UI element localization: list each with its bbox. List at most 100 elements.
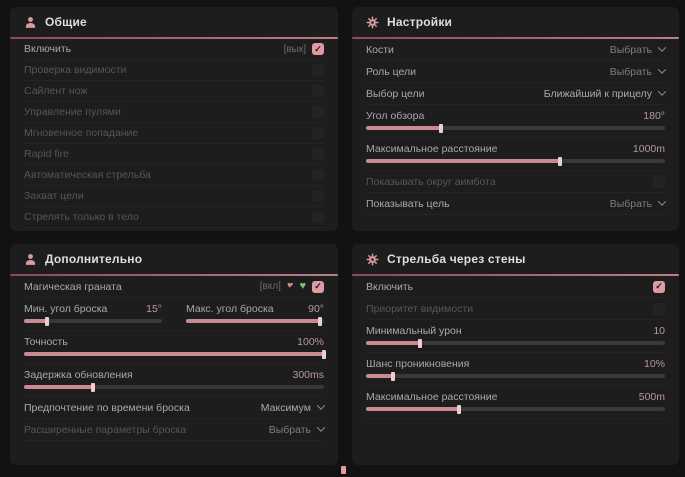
row-instant-hit: Мгновенное попадание — [24, 123, 324, 144]
pink-heart-icon[interactable]: ♥ — [286, 280, 294, 292]
penetration-chance-value: 10% — [643, 358, 665, 370]
row-visibility-priority: Приоритет видимости — [366, 298, 665, 320]
accuracy-slider[interactable] — [24, 349, 326, 359]
header-divider — [352, 37, 679, 39]
row-bullet-control: Управление пулями — [24, 102, 324, 123]
slider-knob[interactable] — [317, 316, 322, 326]
row-wall-max-distance: Максимальное расстояние 500m — [366, 386, 665, 419]
panel-settings-header: Настройки — [366, 7, 665, 37]
panel-wallshoot: Стрельба через стены Включить ✓ Приорите… — [352, 244, 679, 465]
wall-enable-checkbox[interactable]: ✓ — [653, 280, 665, 293]
hotkey-label: [вык] — [283, 43, 306, 55]
rapid-fire-checkbox[interactable] — [312, 148, 324, 160]
gear-icon — [366, 253, 379, 266]
person-icon — [24, 253, 37, 266]
row-target-lock: Захват цели — [24, 186, 324, 207]
max-angle-value: 90° — [308, 303, 324, 315]
chevron-down-icon — [316, 422, 326, 432]
row-fov: Угол обзора 180° — [366, 105, 665, 138]
fov-slider[interactable] — [366, 123, 665, 133]
fov-value: 180° — [643, 110, 665, 122]
check-icon: ✓ — [655, 281, 663, 291]
body-only-checkbox[interactable] — [312, 211, 324, 223]
panel-title: Общие — [45, 15, 87, 29]
max-distance-slider[interactable] — [366, 156, 665, 166]
panel-general: Общие Включить [вык] ✓ Проверка видимост… — [10, 7, 338, 231]
min-throw-angle: Мин. угол броска 15° — [24, 298, 162, 330]
header-divider — [10, 37, 338, 39]
check-icon: ✓ — [314, 281, 322, 291]
row-bones: Кости Выбрать — [366, 39, 667, 61]
slider-knob[interactable] — [417, 338, 422, 348]
hotkey-label: [вкл] — [259, 281, 281, 292]
chevron-down-icon — [657, 196, 667, 206]
row-min-damage: Минимальный урон 10 — [366, 320, 665, 353]
advanced-throw-params-dropdown[interactable]: Выбрать — [269, 422, 326, 436]
row-visibility-check: Проверка видимости — [24, 60, 324, 81]
row-show-aimbot-circle: Показывать округ аимбота — [366, 171, 665, 193]
check-icon: ✓ — [314, 43, 322, 54]
visibility-check-checkbox[interactable] — [312, 64, 324, 76]
row-silent-knife: Сайлент нож — [24, 81, 324, 102]
slider-knob[interactable] — [390, 371, 395, 381]
min-damage-value: 10 — [653, 325, 665, 337]
enable-checkbox[interactable]: ✓ — [312, 43, 324, 55]
silent-knife-checkbox[interactable] — [312, 85, 324, 97]
panel-additional-header: Дополнительно — [24, 244, 324, 274]
row-throw-angles: Мин. угол броска 15° Макс. угол броска 9… — [24, 298, 324, 331]
penetration-chance-slider[interactable] — [366, 371, 665, 381]
accuracy-value: 100% — [297, 336, 324, 348]
target-lock-checkbox[interactable] — [312, 190, 324, 202]
panel-settings: Настройки Кости Выбрать Роль цели Выбрат… — [352, 7, 679, 231]
show-target-dropdown[interactable]: Выбрать — [610, 196, 667, 210]
row-auto-fire: Автоматическая стрельба — [24, 165, 324, 186]
slider-knob[interactable] — [438, 123, 443, 133]
person-icon — [24, 16, 37, 29]
slider-knob[interactable] — [456, 404, 461, 414]
header-divider — [352, 274, 679, 276]
green-heart-icon[interactable]: ♥ — [299, 280, 306, 292]
row-rapid-fire: Rapid fire — [24, 144, 324, 165]
update-delay-slider[interactable] — [24, 382, 324, 392]
row-enable: Включить [вык] ✓ — [24, 39, 324, 60]
target-role-dropdown[interactable]: Выбрать — [610, 64, 667, 78]
row-target-role: Роль цели Выбрать — [366, 61, 667, 83]
slider-knob[interactable] — [558, 156, 563, 166]
bones-dropdown[interactable]: Выбрать — [610, 42, 667, 56]
target-select-dropdown[interactable]: Ближайший к прицелу — [544, 86, 667, 100]
max-throw-angle: Макс. угол броска 90° — [186, 298, 324, 330]
row-magic-grenade: Магическая граната [вкл] ♥ ♥ ✓ — [24, 276, 324, 298]
wall-max-distance-value: 500m — [638, 391, 665, 403]
panel-wallshoot-header: Стрельба через стены — [366, 244, 665, 274]
min-damage-slider[interactable] — [366, 338, 665, 348]
max-distance-value: 1000m — [632, 143, 665, 155]
auto-fire-checkbox[interactable] — [312, 169, 324, 181]
slider-knob[interactable] — [91, 382, 95, 392]
chevron-down-icon — [657, 42, 667, 52]
max-angle-slider[interactable] — [186, 316, 324, 326]
slider-knob[interactable] — [322, 349, 326, 359]
row-update-delay: Задержка обновления 300ms — [24, 364, 324, 397]
min-angle-slider[interactable] — [24, 316, 162, 326]
panel-general-header: Общие — [24, 7, 324, 37]
show-aimbot-circle-checkbox[interactable] — [653, 175, 665, 188]
slider-knob[interactable] — [45, 316, 50, 326]
update-delay-value: 300ms — [292, 369, 324, 381]
pink-marker — [341, 466, 346, 474]
panel-title: Дополнительно — [45, 252, 143, 266]
wall-max-distance-slider[interactable] — [366, 404, 665, 414]
gear-icon — [366, 16, 379, 29]
row-target-select: Выбор цели Ближайший к прицелу — [366, 83, 667, 105]
bullet-control-checkbox[interactable] — [312, 106, 324, 118]
panel-title: Настройки — [387, 15, 453, 29]
row-max-distance: Максимальное расстояние 1000m — [366, 138, 665, 171]
row-penetration-chance: Шанс проникновения 10% — [366, 353, 665, 386]
magic-grenade-checkbox[interactable]: ✓ — [312, 280, 324, 293]
chevron-down-icon — [657, 64, 667, 74]
throw-time-preference-dropdown[interactable]: Максимум — [261, 400, 326, 414]
chevron-down-icon — [657, 86, 667, 96]
min-angle-value: 15° — [146, 303, 162, 315]
instant-hit-checkbox[interactable] — [312, 127, 324, 139]
visibility-priority-checkbox[interactable] — [653, 302, 665, 315]
row-throw-time-preference: Предпочтение по времени броска Максимум — [24, 397, 326, 419]
